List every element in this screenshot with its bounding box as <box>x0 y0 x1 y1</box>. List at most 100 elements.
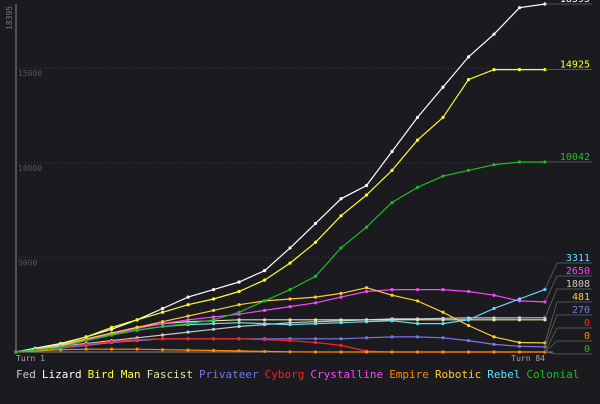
data-point <box>262 322 267 326</box>
data-point <box>466 55 471 59</box>
series-line <box>15 289 546 353</box>
legend-entry: Crystalline <box>310 368 384 381</box>
data-point <box>390 287 394 292</box>
data-point <box>441 115 445 120</box>
data-point <box>262 338 267 342</box>
series-line <box>15 287 546 353</box>
series-line <box>15 68 545 353</box>
data-point <box>517 6 522 10</box>
data-label: 3311 <box>566 253 590 264</box>
data-point <box>441 336 445 340</box>
series-line <box>15 161 545 353</box>
data-point <box>492 68 496 72</box>
data-point <box>364 350 369 354</box>
data-point <box>364 336 369 340</box>
end-label-leader <box>544 351 592 355</box>
data-point <box>339 214 343 218</box>
data-point <box>313 240 318 244</box>
data-point <box>466 350 471 354</box>
y-max-label: 18395 <box>5 6 14 30</box>
data-point <box>237 324 241 329</box>
data-point <box>160 324 165 329</box>
legend-entry: Robotic <box>434 368 482 381</box>
data-point <box>288 287 292 292</box>
data-point <box>517 68 522 72</box>
data-point <box>492 342 496 347</box>
data-point <box>492 293 496 297</box>
data-point <box>313 340 318 345</box>
end-label-leader <box>544 275 592 303</box>
data-point <box>288 304 292 309</box>
data-point <box>186 330 190 334</box>
data-label: 1808 <box>566 279 590 290</box>
data-point <box>186 314 190 318</box>
data-point <box>186 348 190 352</box>
data-point <box>288 350 292 354</box>
data-label: 0 <box>584 318 590 329</box>
data-point <box>364 183 369 188</box>
data-point <box>364 289 369 294</box>
data-point <box>517 344 522 348</box>
data-point <box>211 308 216 312</box>
data-point <box>262 278 267 282</box>
data-point <box>313 337 318 341</box>
data-point <box>211 327 216 331</box>
data-point <box>237 289 241 294</box>
data-label: 481 <box>572 292 590 303</box>
data-point <box>517 350 522 354</box>
data-point <box>288 318 292 322</box>
data-point <box>339 246 343 250</box>
data-point <box>288 339 292 343</box>
data-point <box>517 340 522 345</box>
legend-entry: Rebel <box>487 368 521 381</box>
data-point <box>110 333 114 337</box>
data-point <box>441 322 445 326</box>
data-point <box>415 299 420 303</box>
data-point <box>288 246 292 250</box>
data-point <box>160 306 165 311</box>
end-label-leader <box>544 327 592 353</box>
data-label: 14925 <box>560 60 590 71</box>
data-point <box>211 297 216 301</box>
data-point <box>517 160 522 164</box>
legend-entry: Fed <box>16 368 36 381</box>
data-point <box>441 310 445 314</box>
data-point <box>441 287 445 292</box>
data-point <box>313 350 318 354</box>
end-label-leader <box>544 301 592 344</box>
data-point <box>110 339 114 344</box>
data-label: 2650 <box>566 266 590 277</box>
data-point <box>288 322 292 327</box>
data-point <box>135 338 139 342</box>
data-point <box>466 168 471 172</box>
data-label: 270 <box>572 305 590 316</box>
data-point <box>135 318 139 322</box>
data-point <box>364 193 369 197</box>
data-point <box>492 32 496 36</box>
data-label: 10042 <box>560 152 590 163</box>
data-point <box>441 350 445 354</box>
legend-entry: Privateer <box>198 368 259 381</box>
data-point <box>517 318 522 322</box>
data-point <box>313 322 318 326</box>
data-point <box>415 287 420 292</box>
data-point <box>492 163 496 167</box>
data-label: 0 <box>584 344 590 355</box>
data-point <box>186 295 190 299</box>
data-point <box>492 318 496 322</box>
data-point <box>110 325 114 330</box>
data-point <box>492 306 496 311</box>
data-point <box>339 343 343 347</box>
data-point <box>415 350 420 354</box>
data-point <box>135 325 139 330</box>
data-point <box>237 310 241 314</box>
data-point <box>339 321 343 325</box>
data-point <box>339 350 343 354</box>
data-point <box>441 85 445 89</box>
data-point <box>237 318 241 322</box>
data-point <box>135 347 139 351</box>
data-point <box>492 350 496 354</box>
data-point <box>364 320 369 324</box>
data-point <box>492 335 496 339</box>
